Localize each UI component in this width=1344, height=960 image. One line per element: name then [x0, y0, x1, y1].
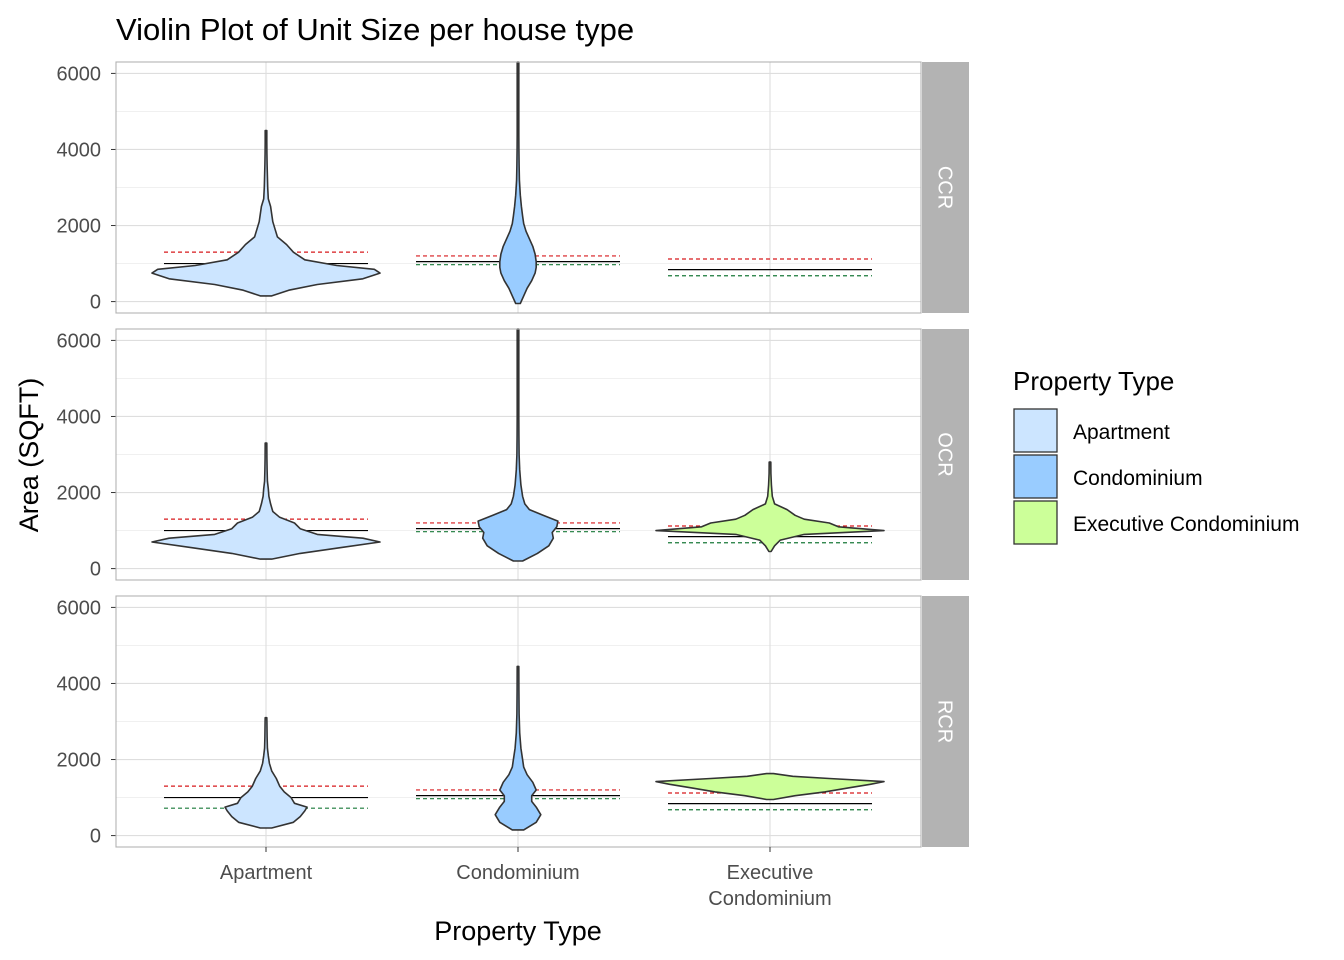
- legend-label-apartment: Apartment: [1073, 421, 1170, 444]
- violin-rcr-executive-condominium: [655, 772, 885, 801]
- x-axis-label: Property Type: [434, 916, 602, 946]
- y-tick-label: 0: [90, 826, 101, 848]
- y-tick-label: 6000: [57, 63, 102, 85]
- legend-label-condominium: Condominium: [1073, 467, 1203, 490]
- facet-panel-ccr: 0 2000 4000 6000 CCR: [57, 61, 969, 314]
- y-tick-label: 2000: [57, 216, 102, 238]
- facet-strip-ccr: [922, 62, 969, 313]
- violin-ccr-apartment: [151, 129, 381, 297]
- facet-panel-ocr: 0 2000 4000 6000 OCR: [57, 328, 969, 581]
- x-tick-label-apartment: Apartment: [220, 862, 313, 884]
- x-tick-label-line: Condominium: [456, 862, 579, 884]
- panel-border: [115, 61, 922, 314]
- x-tick-label-line: Executive: [727, 862, 814, 884]
- y-tick-label: 6000: [57, 597, 102, 619]
- y-tick-label: 4000: [57, 139, 102, 161]
- y-tick-label: 2000: [57, 483, 102, 505]
- violin-ocr-apartment: [151, 442, 381, 560]
- legend-label-executive-condominium: Executive Condominium: [1073, 513, 1299, 536]
- violin-rcr-apartment: [224, 716, 308, 829]
- x-tick-label-executive-condominium: Executive Condominium: [708, 862, 831, 910]
- legend-title: Property Type: [1013, 366, 1174, 396]
- chart-title: Violin Plot of Unit Size per house type: [116, 12, 634, 47]
- x-tick-labels: Apartment Condominium Executive Condominium: [220, 847, 832, 910]
- legend-swatch-apartment: [1013, 408, 1058, 453]
- y-tick-label: 0: [90, 292, 101, 314]
- legend: Property Type Apartment Condominium Execut…: [1013, 366, 1299, 545]
- y-tick-label: 0: [90, 559, 101, 581]
- facet-panels: 0 2000 4000 6000 CCR 0 2000 4000 6000 OCR 0 2000 400…: [57, 61, 969, 848]
- facet-strip-label: CCR: [934, 166, 956, 209]
- y-axis-label: Area (SQFT): [14, 378, 44, 533]
- facet-strip-rcr: [922, 596, 969, 847]
- x-tick-label-condominium: Condominium: [456, 862, 579, 884]
- legend-swatch-executive-condominium: [1013, 500, 1058, 545]
- facet-strip-label: RCR: [934, 700, 956, 743]
- panel-border: [115, 328, 922, 581]
- y-tick-label: 4000: [57, 673, 102, 695]
- violin-rcr-condominium: [494, 665, 542, 831]
- legend-swatch-condominium: [1013, 454, 1058, 499]
- facet-strip-ocr: [922, 329, 969, 580]
- violin-ocr-executive-condominium: [655, 461, 885, 553]
- x-tick-label-line: Condominium: [708, 888, 831, 910]
- facet-strip-label: OCR: [934, 432, 956, 476]
- y-tick-label: 6000: [57, 330, 102, 352]
- y-tick-label: 2000: [57, 750, 102, 772]
- facet-panel-rcr: 0 2000 4000 6000 RCR: [57, 595, 969, 848]
- x-tick-label-line: Apartment: [220, 862, 313, 884]
- y-tick-label: 4000: [57, 406, 102, 428]
